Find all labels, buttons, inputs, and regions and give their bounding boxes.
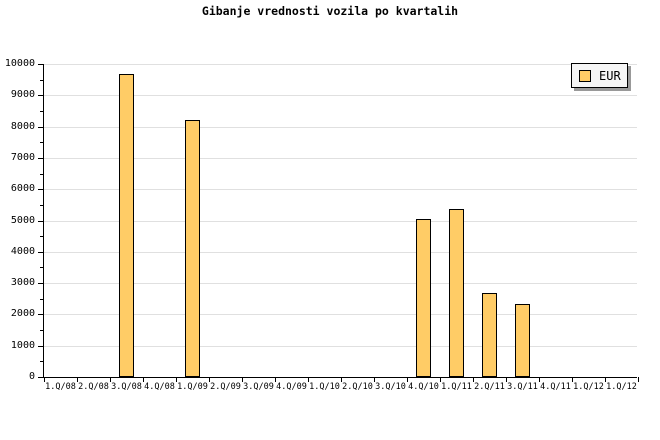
x-axis-tick: [77, 377, 78, 382]
y-axis-tick-major: [38, 64, 44, 65]
bar-1.Q/09: [184, 120, 200, 377]
x-axis-label-8: 1.Q/10: [309, 382, 340, 392]
gridline-8000: [44, 126, 637, 128]
y-axis-label-7000: 7000: [10, 151, 35, 163]
y-axis-tick-minor: [40, 298, 44, 300]
y-axis-tick-major: [38, 157, 44, 159]
y-axis-tick-major: [38, 220, 44, 222]
y-axis-tick-minor: [40, 361, 44, 363]
x-axis-tick: [407, 377, 408, 382]
x-axis-tick: [539, 377, 540, 382]
x-axis-label-15: 4.Q/11: [540, 382, 571, 392]
x-axis-label-11: 4.Q/10: [408, 382, 439, 392]
x-axis-label-2: 3.Q/08: [111, 382, 142, 392]
x-axis-label-14: 3.Q/11: [507, 382, 538, 392]
gridline-2000: [44, 314, 637, 316]
x-axis-label-10: 3.Q/10: [375, 382, 406, 392]
bar-1.Q/11: [448, 208, 464, 377]
bar-3.Q/11: [514, 304, 530, 377]
x-axis-label-4: 1.Q/09: [177, 382, 208, 392]
x-axis-tick: [44, 377, 45, 382]
x-axis-tick: [473, 377, 474, 382]
x-axis-tick: [440, 377, 441, 382]
y-axis-tick-minor: [40, 204, 44, 206]
y-axis-tick-minor: [40, 330, 44, 332]
y-axis-tick-major: [38, 377, 44, 378]
x-axis-tick: [209, 377, 210, 382]
x-axis-tick: [572, 377, 573, 382]
x-axis-label-12: 1.Q/11: [441, 382, 472, 392]
x-axis-tick: [110, 377, 111, 382]
y-axis-label-4000: 4000: [10, 245, 35, 257]
x-axis-label-16: 1.Q/12: [573, 382, 604, 392]
y-axis-tick-major: [38, 345, 44, 347]
y-axis-label-2000: 2000: [10, 308, 35, 320]
plot-area: 0 1000 2000 3000 4000 5000 6000 7000 8000 9000 100…: [5, 59, 639, 392]
y-axis-label-0: 0: [28, 371, 35, 382]
x-axis-tick: [308, 377, 309, 382]
x-axis-label-6: 3.Q/09: [243, 382, 274, 392]
legend-swatch-eur: [579, 69, 591, 82]
x-axis-label-5: 2.Q/09: [210, 382, 241, 392]
y-axis-tick-minor: [40, 236, 44, 238]
x-axis-tick: [374, 377, 375, 382]
gridline-1000: [44, 345, 637, 347]
y-axis-label-6000: 6000: [10, 183, 35, 195]
bar-4.Q/10: [415, 218, 431, 377]
x-axis-tick: [341, 377, 342, 382]
y-axis-tick-minor: [40, 79, 44, 81]
y-axis-tick-minor: [40, 142, 44, 144]
y-axis-tick-major: [38, 314, 44, 316]
x-axis-tick: [605, 377, 606, 382]
bar-2.Q/11: [481, 293, 497, 377]
x-axis-label-3: 4.Q/08: [144, 382, 175, 392]
x-axis-label-7: 4.Q/09: [276, 382, 307, 392]
y-axis-label-1000: 1000: [10, 339, 35, 351]
y-axis-tick-minor: [40, 267, 44, 269]
y-axis-label-10000: 10000: [4, 58, 35, 69]
y-axis-label-9000: 9000: [10, 89, 35, 101]
y-axis-tick-major: [38, 189, 44, 191]
gridline-9000: [44, 95, 637, 97]
legend-label: EUR: [599, 68, 621, 83]
y-axis-tick-major: [38, 95, 44, 97]
x-axis-label-17: 1.Q/12: [606, 382, 637, 392]
y-axis-tick-major: [38, 251, 44, 253]
gridline-10000: [44, 64, 637, 65]
x-axis-tick: [143, 377, 144, 382]
gridline-6000: [44, 189, 637, 191]
gridline-4000: [44, 251, 637, 253]
y-axis-tick-major: [38, 126, 44, 128]
x-axis-label-13: 2.Q/11: [474, 382, 505, 392]
x-axis-tick: [176, 377, 177, 382]
chart-title: Gibanje vrednosti vozila po kvartalih: [201, 4, 459, 18]
x-axis-tick: [506, 377, 507, 382]
y-axis-tick-minor: [40, 173, 44, 175]
bar-3.Q/08: [118, 74, 134, 377]
y-axis-label-5000: 5000: [10, 214, 35, 226]
y-axis-label-8000: 8000: [10, 120, 35, 132]
gridline-7000: [44, 157, 637, 159]
legend: EUR: [571, 63, 628, 88]
x-axis-tick: [638, 377, 639, 382]
y-axis-tick-major: [38, 283, 44, 285]
x-axis-label-9: 2.Q/10: [342, 382, 373, 392]
gridline-5000: [44, 220, 637, 222]
x-axis-tick: [242, 377, 243, 382]
y-axis-tick-minor: [40, 110, 44, 112]
x-axis-tick: [275, 377, 276, 382]
gridline-3000: [44, 283, 637, 285]
x-axis-label-0: 1.Q/08: [45, 382, 76, 392]
x-axis-label-1: 2.Q/08: [78, 382, 109, 392]
y-axis-label-3000: 3000: [10, 277, 35, 289]
